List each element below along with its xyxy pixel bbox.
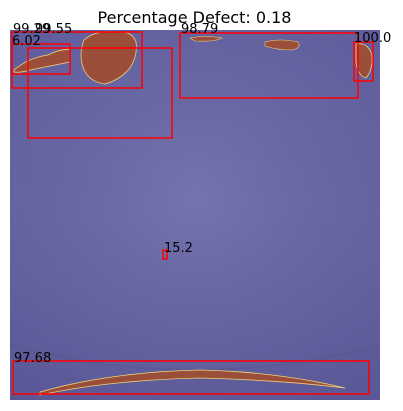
detection-box-5 (353, 41, 374, 82)
image-vignette (10, 30, 380, 400)
detection-box-4 (179, 32, 359, 99)
detection-box-6 (162, 249, 168, 260)
detection-label-1: 99.29 (13, 22, 50, 37)
defect-region-top-mid (189, 36, 223, 42)
detection-label-3: 6.02 (12, 34, 41, 49)
defect-region-top-right (264, 39, 300, 51)
detection-label-7: 97.68 (14, 351, 51, 366)
detection-label-5: 100.0 (354, 31, 391, 46)
detection-box-2 (11, 43, 71, 75)
detection-box-3 (27, 47, 173, 139)
detection-label-4: 98.79 (181, 22, 218, 37)
detection-label-6: 15.2 (164, 241, 193, 256)
figure-title: Percentage Defect: 0.18 (97, 8, 292, 27)
defect-region-bottom-arc (39, 369, 346, 396)
detection-box-7 (12, 360, 370, 395)
detection-label-2: 99.55 (35, 22, 72, 37)
